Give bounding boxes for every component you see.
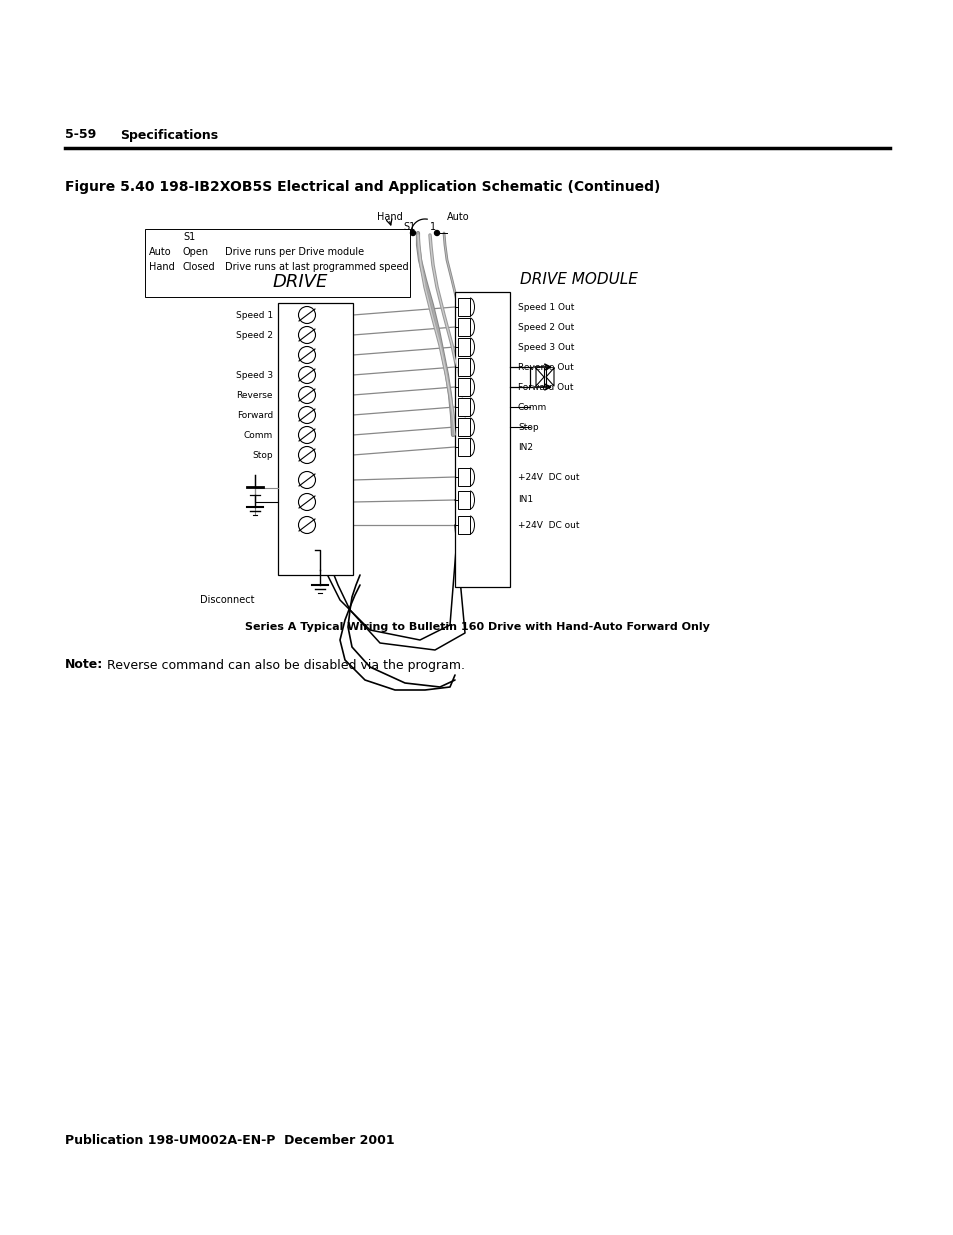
Text: 5-59: 5-59 [65, 128, 96, 142]
Text: S1: S1 [402, 222, 415, 232]
Circle shape [298, 494, 315, 510]
Text: Speed 1 Out: Speed 1 Out [517, 303, 574, 311]
Text: Reverse Out: Reverse Out [517, 363, 573, 372]
Text: Forward: Forward [236, 410, 273, 420]
Text: DRIVE: DRIVE [272, 273, 327, 291]
Bar [277, 303, 353, 576]
Text: Hand: Hand [376, 212, 402, 222]
Circle shape [298, 472, 315, 489]
Bar [145, 228, 410, 296]
Bar [457, 298, 470, 316]
Bar [457, 438, 470, 456]
Text: Speed 1: Speed 1 [235, 310, 273, 320]
Text: Auto: Auto [446, 212, 469, 222]
Bar [457, 378, 470, 396]
Bar [457, 417, 470, 436]
Text: +24V  DC out: +24V DC out [517, 473, 578, 482]
Text: Drive runs per Drive module: Drive runs per Drive module [225, 247, 364, 257]
Text: Stop: Stop [253, 451, 273, 459]
Text: Speed 2 Out: Speed 2 Out [517, 322, 574, 331]
Text: Forward Out: Forward Out [517, 383, 573, 391]
Circle shape [298, 516, 315, 534]
Circle shape [298, 387, 315, 404]
Circle shape [298, 306, 315, 324]
Polygon shape [536, 368, 543, 387]
Text: Drive runs at last programmed speed: Drive runs at last programmed speed [225, 262, 408, 272]
Circle shape [298, 426, 315, 443]
Text: Comm: Comm [517, 403, 547, 411]
Text: IN1: IN1 [517, 495, 533, 505]
Text: Publication 198-UM002A-EN-P  December 2001: Publication 198-UM002A-EN-P December 200… [65, 1134, 395, 1146]
Text: S1: S1 [183, 232, 195, 242]
Text: Comm: Comm [244, 431, 273, 440]
Text: +24V  DC out: +24V DC out [517, 520, 578, 530]
Bar [457, 492, 470, 509]
Bar [457, 516, 470, 534]
Circle shape [298, 447, 315, 463]
Bar [457, 317, 470, 336]
Text: Closed: Closed [183, 262, 215, 272]
Text: Reverse command can also be disabled via the program.: Reverse command can also be disabled via… [107, 658, 464, 672]
Circle shape [434, 231, 439, 236]
Bar [457, 358, 470, 375]
Text: Specifications: Specifications [120, 128, 218, 142]
Text: Speed 3: Speed 3 [235, 370, 273, 379]
Bar [457, 398, 470, 416]
Text: 1: 1 [430, 222, 436, 232]
Text: Disconnect: Disconnect [200, 595, 254, 605]
Bar [457, 468, 470, 487]
Bar [457, 338, 470, 356]
Text: Figure 5.40 198-IB2XOB5S Electrical and Application Schematic (Continued): Figure 5.40 198-IB2XOB5S Electrical and … [65, 180, 659, 194]
Text: DRIVE MODULE: DRIVE MODULE [519, 273, 638, 288]
Text: Speed 2: Speed 2 [235, 331, 273, 340]
Text: Hand: Hand [149, 262, 174, 272]
Text: Auto: Auto [149, 247, 172, 257]
Circle shape [298, 406, 315, 424]
Text: Speed 3 Out: Speed 3 Out [517, 342, 574, 352]
Text: Reverse: Reverse [236, 390, 273, 399]
Circle shape [298, 367, 315, 384]
Circle shape [298, 326, 315, 343]
Polygon shape [545, 368, 554, 387]
Text: Series A Typical Wiring to Bulletin 160 Drive with Hand-Auto Forward Only: Series A Typical Wiring to Bulletin 160 … [244, 622, 709, 632]
Text: IN2: IN2 [517, 442, 533, 452]
Circle shape [410, 231, 416, 236]
Bar [455, 291, 510, 587]
Circle shape [298, 347, 315, 363]
Text: Stop: Stop [517, 422, 538, 431]
Text: Open: Open [183, 247, 209, 257]
Text: Note:: Note: [65, 658, 103, 672]
